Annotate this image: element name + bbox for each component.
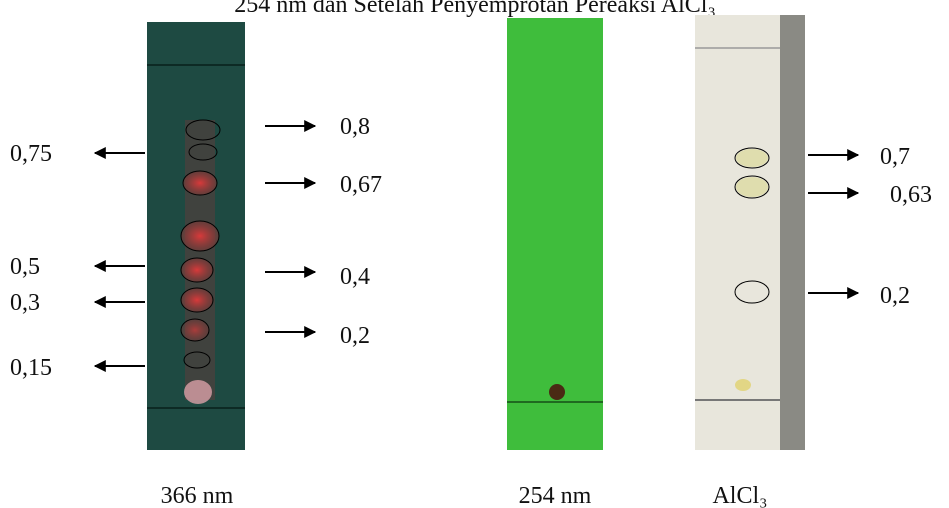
rf-label: 0,2 <box>880 283 910 309</box>
caption: 366 nm <box>161 483 234 508</box>
plate-254 <box>507 18 603 450</box>
rf-label: 0,15 <box>10 355 52 381</box>
rf-label: 0,63 <box>890 182 932 208</box>
caption: AlCl₃ <box>712 483 767 508</box>
rf-label: 0,2 <box>340 323 370 349</box>
title: 254 nm dan Setelah Penyemprotan Pereaksi… <box>234 0 716 18</box>
rf-label: 0,3 <box>10 290 40 316</box>
rf-label: 0,67 <box>340 172 382 198</box>
plate-alcl3 <box>695 15 805 450</box>
rf-label: 0,75 <box>10 141 52 167</box>
plate-366 <box>147 22 245 450</box>
rf-label: 0,4 <box>340 264 370 290</box>
caption: 254 nm <box>519 483 592 508</box>
rf-label: 0,5 <box>10 254 40 280</box>
rf-label: 0,8 <box>340 114 370 140</box>
rf-label: 0,7 <box>880 144 910 170</box>
